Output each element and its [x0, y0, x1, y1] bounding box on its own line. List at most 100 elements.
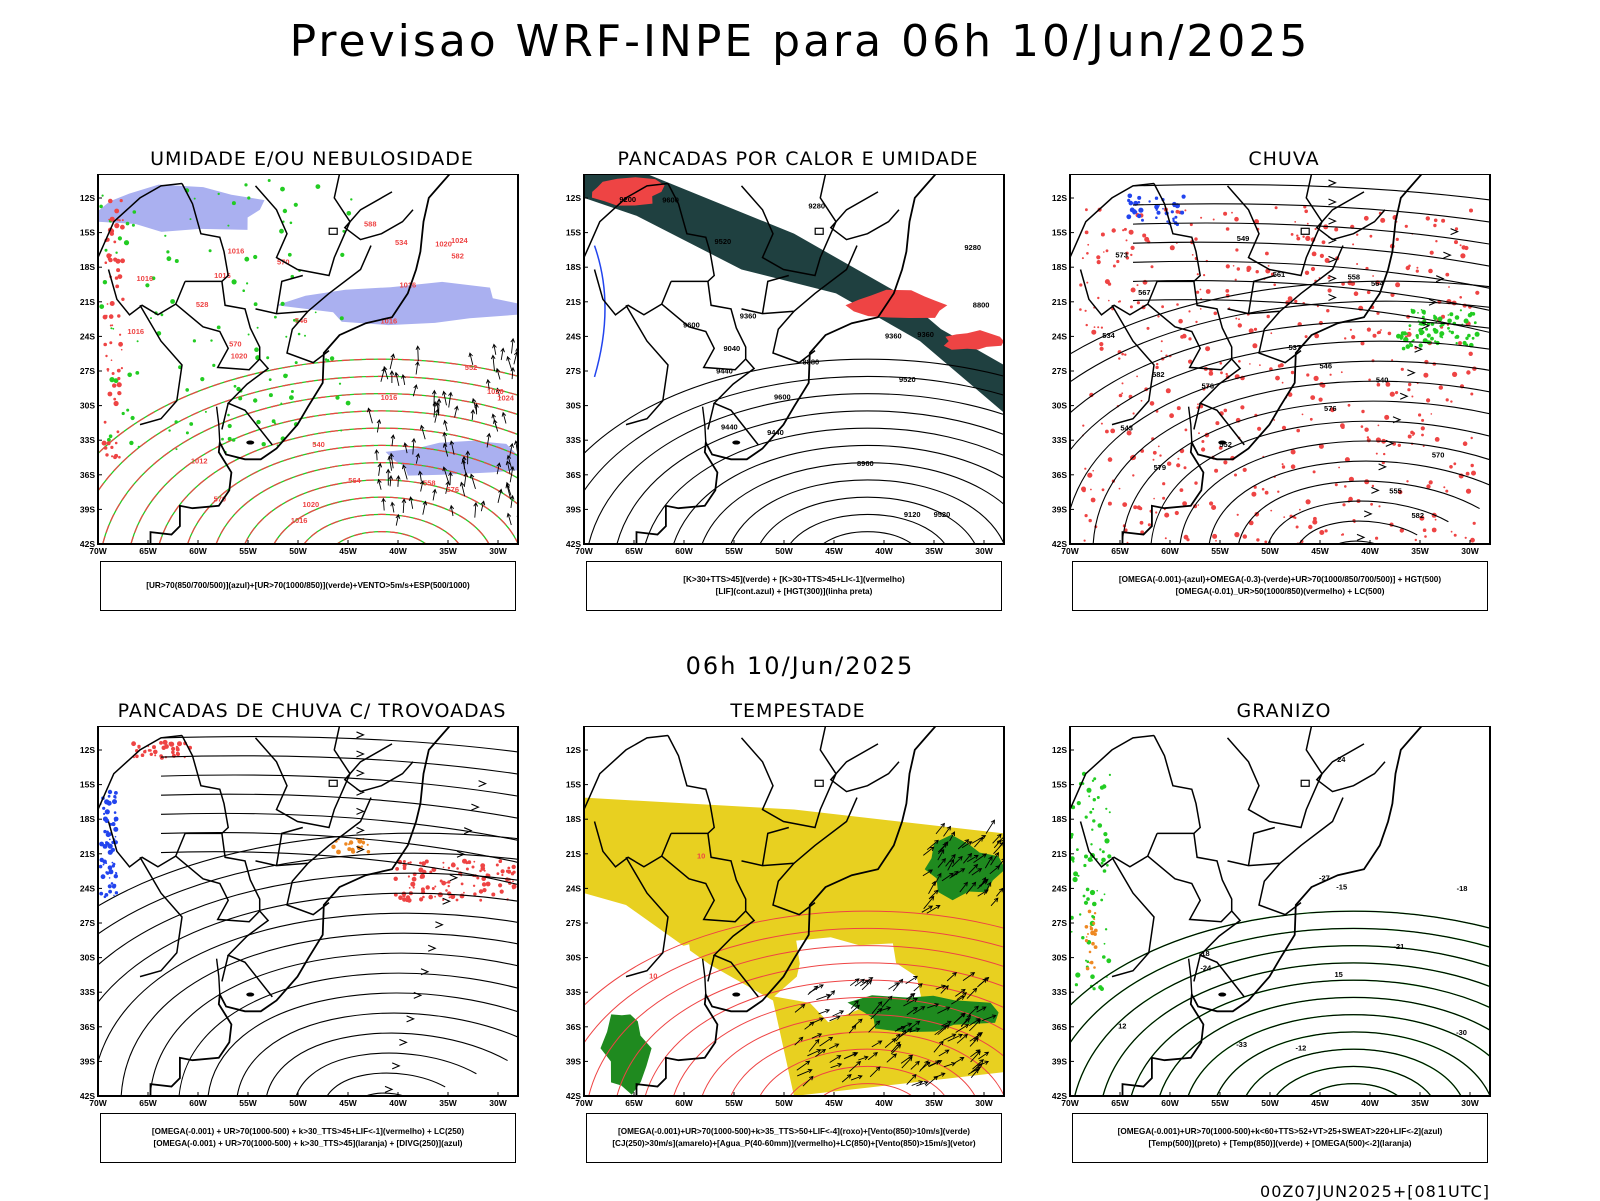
thunder-speckle	[421, 861, 427, 866]
streamline	[236, 1012, 518, 1096]
rain-speckle	[1295, 525, 1299, 529]
lat-label: 15S	[1052, 780, 1067, 790]
rain-speckle	[1128, 200, 1134, 206]
contour-label: 546	[295, 316, 308, 325]
lat-label: 21S	[80, 849, 95, 859]
country-border	[625, 304, 669, 426]
map-layer: 9600960096009520952095209440944094409360…	[584, 174, 1004, 544]
panel-legend: [OMEGA(-0.001) + UR>70(1000-500) + k>30_…	[100, 1113, 516, 1163]
wind-vector	[389, 370, 395, 383]
flow-arrow	[442, 897, 451, 905]
rain-speckle	[1127, 198, 1131, 203]
humidity-area	[276, 281, 518, 326]
rain-speckle	[1235, 248, 1239, 252]
rain-speckle	[1306, 373, 1310, 377]
rain-speckle	[1116, 259, 1120, 264]
streamline	[98, 892, 518, 1004]
country-border	[1070, 734, 1155, 810]
wind-vector	[978, 1051, 990, 1060]
contour-line	[102, 392, 518, 544]
wind-vector	[442, 390, 447, 406]
humidity-speckle	[109, 341, 113, 345]
humidity-speckle	[118, 455, 121, 459]
humidity-speckle	[111, 372, 115, 375]
rain-speckle	[1101, 488, 1105, 492]
omega-speckle	[1088, 961, 1091, 964]
streamline	[1132, 184, 1490, 201]
humidity-speckle	[99, 304, 105, 309]
coastline	[98, 174, 451, 544]
wind-vector	[925, 1075, 939, 1087]
contour-label: 1016	[400, 280, 417, 289]
temp-speckle	[1074, 983, 1078, 987]
rain-speckle	[1458, 341, 1462, 346]
rain-speckle	[1341, 282, 1345, 286]
contour-label: 534	[395, 238, 408, 247]
wind-vector	[923, 895, 935, 910]
wind-vector	[909, 1027, 921, 1033]
lat-label: 24S	[1052, 883, 1067, 893]
temp-speckle	[1086, 787, 1092, 793]
thunder-speckle	[434, 895, 436, 898]
rain-speckle	[1128, 229, 1134, 235]
lon-label: 30W	[975, 1098, 993, 1108]
lat-label: 36S	[566, 470, 581, 480]
lat-label: 39S	[80, 1056, 95, 1066]
rain-speckle	[1395, 237, 1399, 241]
wind-vector	[815, 1048, 827, 1057]
wind-vector	[985, 819, 996, 834]
temp-speckle	[1100, 898, 1104, 902]
wind-area	[847, 995, 999, 1033]
contour-line	[244, 479, 518, 544]
thunder-speckle	[460, 882, 464, 886]
temp-speckle	[1104, 928, 1108, 931]
wind-vector	[876, 1006, 892, 1013]
omega-speckle	[1087, 933, 1089, 935]
omega-speckle	[1088, 950, 1092, 954]
country-border	[1226, 726, 1323, 829]
rain-speckle	[1308, 524, 1313, 530]
country-border	[343, 743, 414, 793]
wind-vector	[545, 342, 549, 355]
thunder-speckle	[177, 741, 182, 747]
wind-vector	[809, 984, 824, 994]
contour-label: 549	[1237, 234, 1250, 243]
rain-speckle	[1121, 352, 1124, 356]
country-border	[761, 826, 790, 866]
contour-label: 1020	[487, 387, 504, 396]
thunder-speckle	[140, 753, 145, 757]
temp-speckle	[1093, 777, 1097, 781]
contour-line	[244, 479, 518, 544]
rain-speckle	[1266, 314, 1270, 319]
wind-vector	[890, 1043, 902, 1055]
humidity-speckle	[329, 356, 335, 361]
humidity-speckle	[289, 221, 293, 225]
wind-vector	[830, 1062, 843, 1069]
lat-label: 42S	[566, 539, 581, 549]
wind-vector	[963, 852, 973, 864]
lat-label: 30S	[1052, 953, 1067, 963]
divg-speckle	[110, 882, 114, 885]
humidity-speckle	[135, 371, 140, 375]
divg-speckle	[107, 884, 112, 889]
rain-speckle	[1395, 282, 1401, 288]
humidity-speckle	[253, 254, 258, 260]
contour-line	[1159, 997, 1490, 1096]
country-border	[707, 955, 715, 982]
contour-line	[273, 496, 490, 544]
rain-speckle	[1470, 436, 1473, 440]
wind-vector	[432, 401, 438, 418]
thunder-speckle	[442, 861, 445, 864]
rain-speckle	[1408, 328, 1411, 331]
country-border	[1153, 735, 1202, 835]
rain-speckle	[1079, 308, 1082, 311]
humidity-speckle	[102, 280, 108, 285]
country-border	[1147, 833, 1233, 923]
rain-speckle	[1349, 328, 1352, 331]
rain-speckle	[1454, 240, 1458, 245]
wind-vector	[933, 872, 942, 886]
lat-label: 30S	[566, 953, 581, 963]
flow-arrow	[1356, 533, 1366, 541]
wind-vector	[480, 500, 486, 512]
